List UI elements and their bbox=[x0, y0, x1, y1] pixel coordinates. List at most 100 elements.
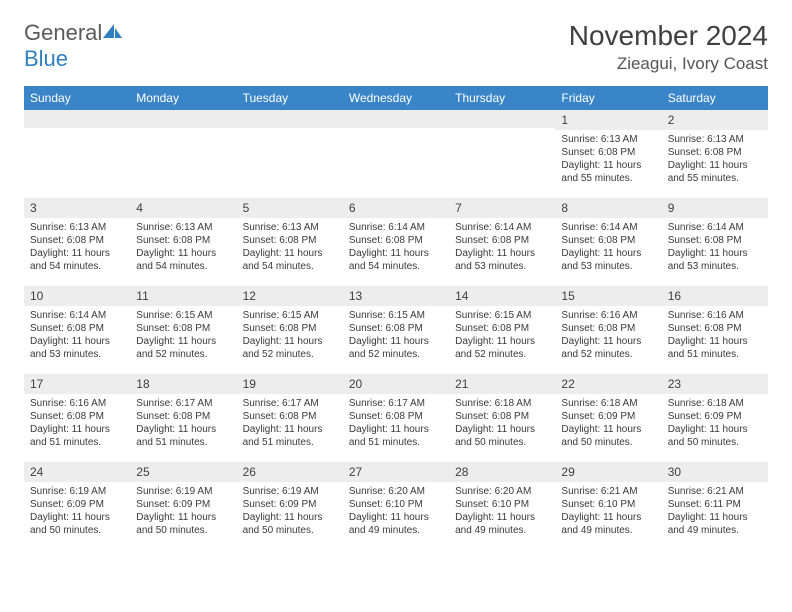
day-cell: 20Sunrise: 6:17 AMSunset: 6:08 PMDayligh… bbox=[343, 374, 449, 462]
sunset-text: Sunset: 6:08 PM bbox=[136, 322, 230, 335]
daylight-text: Daylight: 11 hours and 54 minutes. bbox=[30, 247, 124, 273]
day-number: 5 bbox=[237, 198, 343, 218]
daylight-text: Daylight: 11 hours and 54 minutes. bbox=[349, 247, 443, 273]
day-details: Sunrise: 6:19 AMSunset: 6:09 PMDaylight:… bbox=[237, 482, 343, 539]
sunset-text: Sunset: 6:09 PM bbox=[243, 498, 337, 511]
day-cell: 18Sunrise: 6:17 AMSunset: 6:08 PMDayligh… bbox=[130, 374, 236, 462]
sunrise-text: Sunrise: 6:14 AM bbox=[30, 309, 124, 322]
day-cell: 12Sunrise: 6:15 AMSunset: 6:08 PMDayligh… bbox=[237, 286, 343, 374]
day-details: Sunrise: 6:16 AMSunset: 6:08 PMDaylight:… bbox=[24, 394, 130, 451]
sunset-text: Sunset: 6:08 PM bbox=[668, 234, 762, 247]
day-number bbox=[343, 110, 449, 128]
day-details: Sunrise: 6:14 AMSunset: 6:08 PMDaylight:… bbox=[662, 218, 768, 275]
day-details: Sunrise: 6:20 AMSunset: 6:10 PMDaylight:… bbox=[449, 482, 555, 539]
daylight-text: Daylight: 11 hours and 55 minutes. bbox=[668, 159, 762, 185]
day-number: 20 bbox=[343, 374, 449, 394]
day-number: 26 bbox=[237, 462, 343, 482]
day-cell: 26Sunrise: 6:19 AMSunset: 6:09 PMDayligh… bbox=[237, 462, 343, 550]
daylight-text: Daylight: 11 hours and 52 minutes. bbox=[136, 335, 230, 361]
sunset-text: Sunset: 6:08 PM bbox=[30, 410, 124, 423]
day-details: Sunrise: 6:21 AMSunset: 6:10 PMDaylight:… bbox=[555, 482, 661, 539]
day-cell bbox=[343, 110, 449, 198]
sunrise-text: Sunrise: 6:13 AM bbox=[30, 221, 124, 234]
daylight-text: Daylight: 11 hours and 49 minutes. bbox=[455, 511, 549, 537]
day-details: Sunrise: 6:19 AMSunset: 6:09 PMDaylight:… bbox=[130, 482, 236, 539]
title-block: November 2024 Zieagui, Ivory Coast bbox=[569, 20, 768, 74]
sunrise-text: Sunrise: 6:15 AM bbox=[349, 309, 443, 322]
weekday-header: Saturday bbox=[662, 86, 768, 110]
day-cell: 8Sunrise: 6:14 AMSunset: 6:08 PMDaylight… bbox=[555, 198, 661, 286]
daylight-text: Daylight: 11 hours and 54 minutes. bbox=[243, 247, 337, 273]
day-number: 2 bbox=[662, 110, 768, 130]
day-number: 19 bbox=[237, 374, 343, 394]
sunset-text: Sunset: 6:08 PM bbox=[561, 146, 655, 159]
day-number: 6 bbox=[343, 198, 449, 218]
week-row: 3Sunrise: 6:13 AMSunset: 6:08 PMDaylight… bbox=[24, 198, 768, 286]
sunset-text: Sunset: 6:08 PM bbox=[561, 322, 655, 335]
sunrise-text: Sunrise: 6:18 AM bbox=[561, 397, 655, 410]
day-number: 3 bbox=[24, 198, 130, 218]
weekday-header: Wednesday bbox=[343, 86, 449, 110]
sunrise-text: Sunrise: 6:15 AM bbox=[136, 309, 230, 322]
week-row: 1Sunrise: 6:13 AMSunset: 6:08 PMDaylight… bbox=[24, 110, 768, 198]
day-cell: 16Sunrise: 6:16 AMSunset: 6:08 PMDayligh… bbox=[662, 286, 768, 374]
sunset-text: Sunset: 6:08 PM bbox=[136, 234, 230, 247]
sunset-text: Sunset: 6:08 PM bbox=[30, 322, 124, 335]
daylight-text: Daylight: 11 hours and 49 minutes. bbox=[561, 511, 655, 537]
day-details: Sunrise: 6:15 AMSunset: 6:08 PMDaylight:… bbox=[449, 306, 555, 363]
day-cell: 10Sunrise: 6:14 AMSunset: 6:08 PMDayligh… bbox=[24, 286, 130, 374]
day-number: 13 bbox=[343, 286, 449, 306]
day-details: Sunrise: 6:15 AMSunset: 6:08 PMDaylight:… bbox=[237, 306, 343, 363]
day-number: 4 bbox=[130, 198, 236, 218]
sunrise-text: Sunrise: 6:19 AM bbox=[136, 485, 230, 498]
weekday-header: Thursday bbox=[449, 86, 555, 110]
day-details: Sunrise: 6:13 AMSunset: 6:08 PMDaylight:… bbox=[130, 218, 236, 275]
daylight-text: Daylight: 11 hours and 50 minutes. bbox=[30, 511, 124, 537]
sunset-text: Sunset: 6:08 PM bbox=[243, 322, 337, 335]
day-number: 17 bbox=[24, 374, 130, 394]
day-number: 24 bbox=[24, 462, 130, 482]
sunrise-text: Sunrise: 6:21 AM bbox=[561, 485, 655, 498]
day-number: 30 bbox=[662, 462, 768, 482]
logo-word2: Blue bbox=[24, 46, 68, 71]
day-cell: 19Sunrise: 6:17 AMSunset: 6:08 PMDayligh… bbox=[237, 374, 343, 462]
day-number bbox=[24, 110, 130, 128]
day-cell: 6Sunrise: 6:14 AMSunset: 6:08 PMDaylight… bbox=[343, 198, 449, 286]
day-details: Sunrise: 6:20 AMSunset: 6:10 PMDaylight:… bbox=[343, 482, 449, 539]
daylight-text: Daylight: 11 hours and 54 minutes. bbox=[136, 247, 230, 273]
day-details: Sunrise: 6:13 AMSunset: 6:08 PMDaylight:… bbox=[662, 130, 768, 187]
day-number: 23 bbox=[662, 374, 768, 394]
sunset-text: Sunset: 6:11 PM bbox=[668, 498, 762, 511]
sunrise-text: Sunrise: 6:16 AM bbox=[668, 309, 762, 322]
day-details: Sunrise: 6:18 AMSunset: 6:09 PMDaylight:… bbox=[662, 394, 768, 451]
sunrise-text: Sunrise: 6:13 AM bbox=[561, 133, 655, 146]
daylight-text: Daylight: 11 hours and 51 minutes. bbox=[30, 423, 124, 449]
day-number: 18 bbox=[130, 374, 236, 394]
day-cell: 9Sunrise: 6:14 AMSunset: 6:08 PMDaylight… bbox=[662, 198, 768, 286]
day-details: Sunrise: 6:13 AMSunset: 6:08 PMDaylight:… bbox=[24, 218, 130, 275]
daylight-text: Daylight: 11 hours and 53 minutes. bbox=[668, 247, 762, 273]
day-cell: 28Sunrise: 6:20 AMSunset: 6:10 PMDayligh… bbox=[449, 462, 555, 550]
day-details: Sunrise: 6:17 AMSunset: 6:08 PMDaylight:… bbox=[237, 394, 343, 451]
day-details: Sunrise: 6:18 AMSunset: 6:09 PMDaylight:… bbox=[555, 394, 661, 451]
sunrise-text: Sunrise: 6:15 AM bbox=[455, 309, 549, 322]
week-row: 17Sunrise: 6:16 AMSunset: 6:08 PMDayligh… bbox=[24, 374, 768, 462]
day-cell: 11Sunrise: 6:15 AMSunset: 6:08 PMDayligh… bbox=[130, 286, 236, 374]
sunrise-text: Sunrise: 6:21 AM bbox=[668, 485, 762, 498]
day-details: Sunrise: 6:15 AMSunset: 6:08 PMDaylight:… bbox=[343, 306, 449, 363]
daylight-text: Daylight: 11 hours and 53 minutes. bbox=[455, 247, 549, 273]
daylight-text: Daylight: 11 hours and 53 minutes. bbox=[561, 247, 655, 273]
day-number: 12 bbox=[237, 286, 343, 306]
day-number: 22 bbox=[555, 374, 661, 394]
sunrise-text: Sunrise: 6:17 AM bbox=[243, 397, 337, 410]
sunset-text: Sunset: 6:08 PM bbox=[243, 234, 337, 247]
sunrise-text: Sunrise: 6:13 AM bbox=[668, 133, 762, 146]
daylight-text: Daylight: 11 hours and 50 minutes. bbox=[455, 423, 549, 449]
day-cell bbox=[24, 110, 130, 198]
sunrise-text: Sunrise: 6:16 AM bbox=[561, 309, 655, 322]
daylight-text: Daylight: 11 hours and 51 minutes. bbox=[349, 423, 443, 449]
day-number: 8 bbox=[555, 198, 661, 218]
day-number: 1 bbox=[555, 110, 661, 130]
calendar-table: SundayMondayTuesdayWednesdayThursdayFrid… bbox=[24, 86, 768, 550]
daylight-text: Daylight: 11 hours and 50 minutes. bbox=[668, 423, 762, 449]
